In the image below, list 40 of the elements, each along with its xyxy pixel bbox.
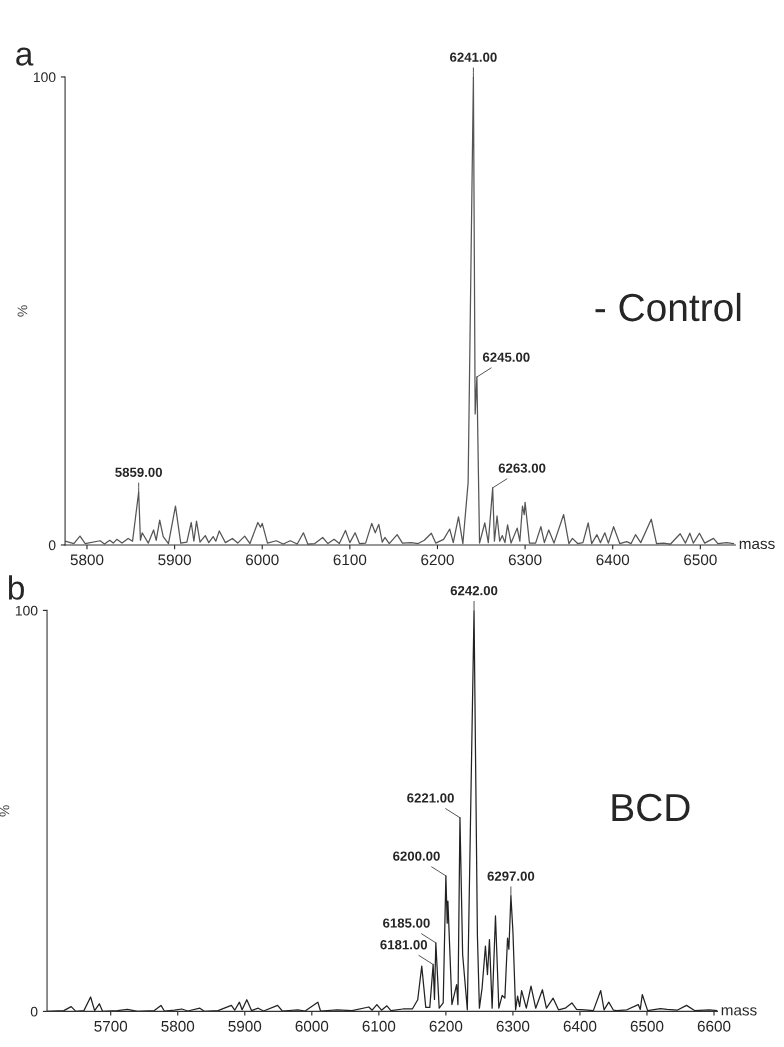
x-axis-title: mass: [721, 1007, 757, 1016]
x-tick-label: 6400: [563, 1020, 597, 1032]
x-tick-label: 6400: [596, 554, 630, 566]
x-tick-label: 6100: [362, 1020, 396, 1032]
annotation: 6200.00: [393, 851, 440, 861]
x-tick-label: 6000: [295, 1020, 329, 1032]
annotation: 6245.00: [482, 352, 530, 362]
x-tick-label: 5900: [228, 1020, 262, 1032]
annotation: 6181.00: [380, 940, 428, 950]
annotation: BCD: [612, 793, 690, 822]
x-tick-label: 6200: [421, 554, 454, 566]
annotation: 6263.00: [498, 463, 546, 473]
annotation: 5859.00: [115, 467, 162, 477]
x-tick-label: 6200: [429, 1020, 463, 1032]
chart-title: b: [8, 575, 24, 600]
annotation: 6221.00: [407, 793, 454, 803]
x-tick-label: 5900: [158, 554, 191, 566]
annotation: 6185.00: [383, 918, 430, 928]
x-tick-label: 5800: [161, 1020, 195, 1032]
y-tick-label: 0: [30, 1006, 38, 1017]
annotation: 6241.00: [450, 52, 497, 62]
x-tick-label: 6300: [496, 1020, 530, 1032]
y-axis-title: %: [0, 805, 10, 817]
x-tick-label: 6600: [697, 1020, 731, 1032]
x-tick-label: 6300: [508, 554, 542, 566]
chart-title: a: [16, 47, 34, 66]
annotation: 6297.00: [487, 871, 535, 881]
x-tick-label: 6500: [684, 554, 717, 566]
y-tick-label: 0: [48, 540, 56, 551]
x-tick-label: 6100: [333, 554, 367, 566]
y-tick-label: 100: [33, 72, 56, 83]
y-tick-label: 100: [15, 605, 38, 616]
x-tick-label: 6500: [630, 1020, 664, 1032]
y-axis-title: %: [17, 305, 28, 317]
annotation: 6242.00: [450, 585, 498, 596]
x-tick-label: 6000: [246, 554, 279, 566]
x-axis-title: mass: [739, 540, 775, 550]
annotation: - Control: [595, 292, 741, 322]
x-tick-label: 5700: [94, 1020, 128, 1032]
x-tick-label: 5800: [70, 554, 104, 566]
